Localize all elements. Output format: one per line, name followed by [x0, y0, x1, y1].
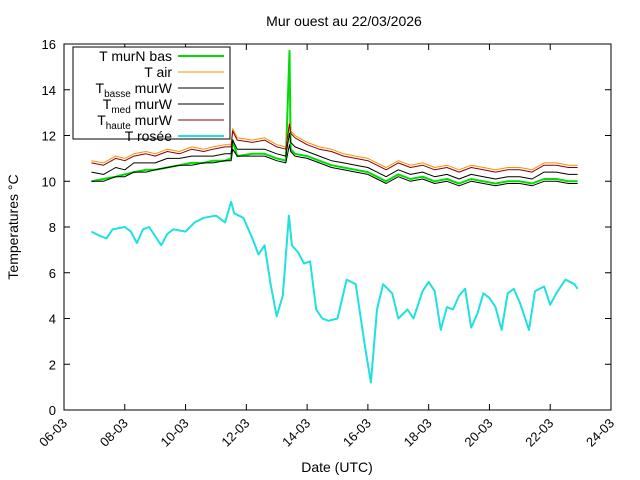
legend-label-5: T rosée	[125, 128, 172, 144]
legend-label-main: T murN bas	[99, 48, 172, 64]
legend-label-2: Tbasse murW	[96, 80, 173, 100]
legend-label-main: T	[103, 96, 112, 112]
legend-label-subscript: basse	[104, 89, 131, 100]
series-line-3	[91, 132, 578, 180]
legend-label-3: Tmed murW	[103, 96, 173, 116]
y-tick-label: 4	[49, 312, 56, 327]
series-line-2	[91, 144, 578, 187]
legend-label-main: T	[97, 112, 106, 128]
y-tick-label: 0	[49, 403, 56, 418]
legend-label-suffix: murW	[131, 112, 173, 128]
legend-label-1: T air	[144, 64, 172, 80]
y-tick-label: 16	[42, 37, 56, 52]
legend-label-main: T rosée	[125, 128, 172, 144]
y-tick-label: 2	[49, 357, 56, 372]
series-line-5	[90, 200, 579, 384]
series-line-4	[91, 123, 578, 173]
chart-title: Mur ouest au 22/03/2026	[266, 13, 422, 29]
legend-label-main: T air	[144, 64, 172, 80]
legend-label-suffix: murW	[131, 80, 173, 96]
y-tick-label: 14	[42, 83, 56, 98]
legend-label-subscript: med	[111, 105, 130, 116]
x-axis-title: Date (UTC)	[301, 459, 373, 475]
y-tick-label: 8	[49, 220, 56, 235]
legend-label-4: Thaute murW	[97, 112, 173, 132]
legend-label-suffix: murW	[131, 96, 173, 112]
y-axis: 0 2 4 6 8 10 12 14 16	[42, 37, 611, 418]
legend-label-main: T	[96, 80, 105, 96]
legend-box	[72, 46, 231, 140]
series-lines	[90, 49, 579, 384]
legend-label-0: T murN bas	[99, 48, 172, 64]
y-tick-label: 12	[42, 129, 56, 144]
series-line-1	[91, 121, 578, 171]
y-tick-label: 6	[49, 266, 56, 281]
y-tick-label: 10	[42, 174, 56, 189]
legend-label-subscript: haute	[106, 121, 131, 132]
y-axis-title: Temperatures °C	[5, 174, 21, 279]
